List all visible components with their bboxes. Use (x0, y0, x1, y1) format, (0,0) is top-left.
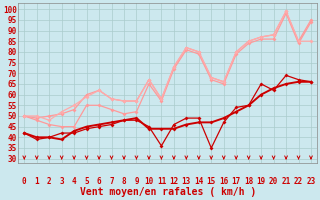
X-axis label: Vent moyen/en rafales ( km/h ): Vent moyen/en rafales ( km/h ) (79, 187, 256, 197)
